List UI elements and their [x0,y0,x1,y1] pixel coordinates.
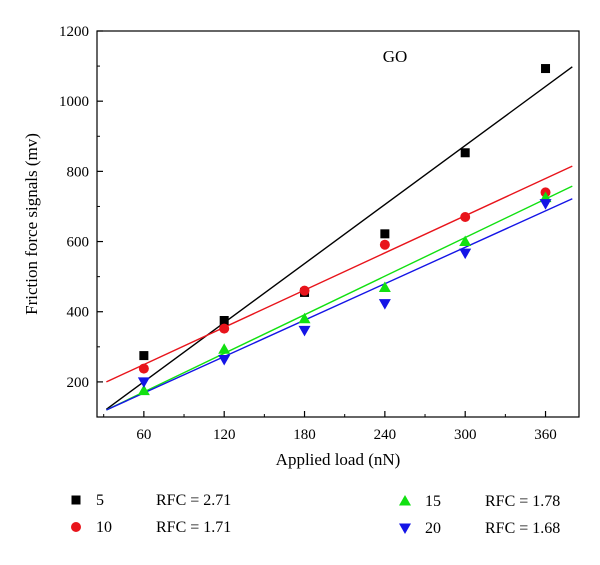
data-point-15 [218,343,231,354]
data-point-10 [219,323,230,334]
x-tick-label: 120 [213,427,236,443]
data-point-20 [459,248,472,260]
plot-frame [96,30,580,418]
y-tick-label: 1000 [59,94,89,110]
y-tick-label: 200 [67,375,90,391]
data-point-20 [539,199,552,210]
chart-annotation: GO [383,47,408,66]
x-axis-title: Applied load (nN) [276,450,401,469]
y-tick-label: 1200 [59,24,89,40]
fit-line-10 [106,165,573,383]
legend-label-10: 10 [96,519,112,536]
legend-rfc-5: RFC = 2.71 [156,492,231,509]
legend-rfc-20: RFC = 1.68 [485,520,560,537]
fit-lines [105,66,573,411]
x-tick-label: 360 [534,427,557,443]
fit-line-5 [105,66,573,410]
data-point-15 [298,312,311,324]
legend-marker-5 [71,495,81,505]
legend-marker-20 [399,523,411,534]
legend-label-20: 20 [425,520,441,537]
fit-line-20 [106,198,573,411]
data-point-20 [378,299,391,310]
data-point-15 [459,235,472,247]
legend-marker-15 [399,495,411,506]
fit-line-15 [106,185,573,411]
data-point-5 [380,229,390,239]
axis-ticks: 60 120 180 240 300 360 200 400 600 800 1000 1200 [59,24,557,443]
data-point-10 [379,239,390,250]
legend-rfc-15: RFC = 1.78 [485,493,560,510]
y-axis-title: Friction force signals (mv) [22,133,41,315]
data-point-15 [137,384,150,396]
legend-label-5: 5 [96,492,104,509]
data-point-5 [139,351,149,361]
data-point-20 [137,377,150,388]
data-point-5 [541,64,551,74]
data-point-5 [219,316,229,325]
x-tick-label: 300 [454,427,477,443]
x-tick-label: 180 [293,427,316,443]
data-point-10 [460,211,471,222]
legend-label-15: 15 [425,493,441,510]
data-point-20 [218,354,231,366]
data-point-15 [378,281,391,293]
y-tick-label: 800 [67,164,90,180]
legend: 5 RFC = 2.71 10 RFC = 1.71 15 RFC = 1.78 20 RFC… [71,492,560,537]
legend-marker-10 [71,522,81,532]
data-point-20 [298,325,311,337]
data-point-10 [138,363,149,374]
x-tick-label: 60 [136,427,151,443]
y-tick-label: 400 [67,305,90,321]
y-tick-label: 600 [67,235,90,251]
data-points [137,64,552,396]
data-point-5 [460,148,470,158]
legend-rfc-10: RFC = 1.71 [156,519,231,536]
data-point-10 [299,285,310,296]
x-tick-label: 240 [374,427,397,443]
